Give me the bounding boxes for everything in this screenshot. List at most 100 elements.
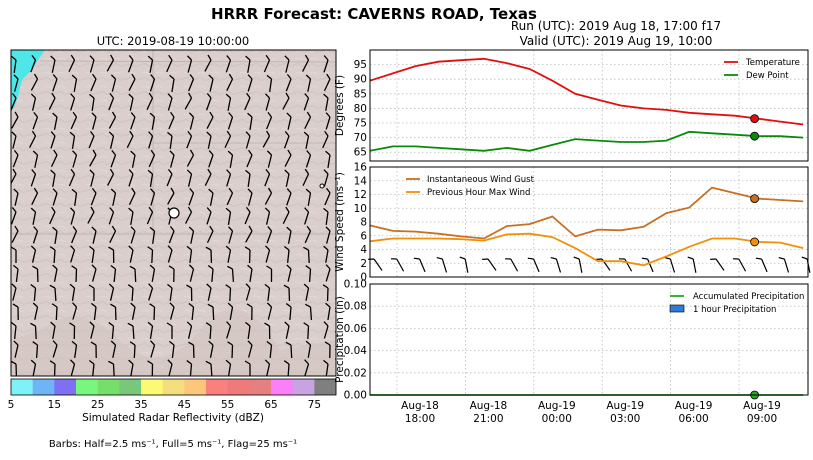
wind-barb [149, 226, 156, 244]
wind-barb [110, 188, 117, 206]
wind-barb [188, 226, 195, 244]
legend-entry: Instantaneous Wind Gust [427, 175, 535, 185]
wind-barbs [11, 54, 331, 376]
wind-barb [266, 150, 273, 168]
wind-barb [128, 245, 134, 263]
wind-barb [32, 112, 39, 130]
wind-barb [283, 360, 290, 376]
x-tick-time: 03:00 [610, 413, 640, 425]
wind-barb [264, 187, 273, 205]
wind-barb [245, 321, 251, 339]
wind-barb [52, 74, 58, 92]
wind-barb [305, 303, 313, 321]
wind-barb [504, 258, 519, 272]
wind-barb [147, 55, 154, 73]
wind-barb [50, 321, 56, 339]
wind-barb [305, 188, 312, 206]
wind-barb [110, 74, 117, 92]
wind-barb [184, 92, 193, 110]
wind-barb [244, 246, 251, 264]
wind-barb [11, 283, 17, 301]
y-tick-label: 14 [354, 175, 368, 187]
wind-barb [11, 246, 17, 263]
wind-barb [127, 55, 134, 73]
y-tick-label: 75 [354, 118, 367, 130]
wind-barb [303, 283, 310, 301]
wind-barb [286, 264, 292, 282]
wind-barb [266, 74, 273, 92]
wind-barb [166, 322, 173, 339]
series-line-2 [369, 232, 804, 267]
y-tick-label: 90 [354, 74, 367, 86]
wind-barb [304, 225, 312, 244]
wind-barb [130, 150, 136, 168]
wind-barb [50, 149, 58, 168]
legend-entry: Previous Hour Max Wind [427, 188, 530, 198]
legend-entry: Accumulated Precipitation [693, 292, 804, 302]
wind-barb [149, 264, 156, 282]
wind-barb [323, 359, 329, 376]
wind-barb [30, 207, 37, 225]
plot-frame [369, 49, 809, 162]
wind-barb [12, 150, 19, 168]
wind-barb [149, 74, 156, 92]
wind-barb [71, 188, 78, 206]
wind-barb [284, 55, 290, 73]
wind-barb [225, 207, 232, 225]
wind-barb [262, 130, 271, 148]
wind-barb [188, 341, 195, 359]
wind-barb [206, 207, 212, 225]
wind-barb [127, 284, 134, 302]
wind-barb [245, 169, 251, 187]
wind-barb [245, 131, 251, 149]
wind-barb [225, 245, 232, 263]
wind-barb [304, 207, 310, 225]
wind-barb [149, 112, 156, 130]
wind-barb [11, 111, 19, 129]
wind-barb [263, 54, 271, 73]
wind-barb [13, 188, 19, 206]
colorbar-swatch [271, 379, 293, 395]
colorbar-swatch [292, 379, 315, 395]
wind-barb [264, 93, 271, 111]
wind-barb [13, 340, 19, 358]
wind-barb [228, 226, 234, 244]
wind-barb [226, 187, 234, 206]
wind-barb [285, 303, 292, 321]
wind-barb [323, 169, 329, 187]
colorbar-swatch [119, 379, 142, 395]
wind-barb [323, 321, 329, 339]
wind-barb [186, 321, 193, 339]
legend-swatch [669, 304, 685, 313]
county-line [39, 60, 336, 63]
wind-barb [266, 340, 273, 358]
wind-barb [286, 188, 292, 206]
colorbar-tick-label: 55 [221, 399, 234, 411]
wind-barb [69, 207, 76, 225]
wind-barb [110, 340, 117, 358]
wind-barb [303, 322, 310, 340]
wind-barb [89, 55, 95, 73]
wind-barb [30, 322, 37, 340]
colorbar-tick-label: 5 [8, 399, 15, 411]
wind-barb [264, 359, 271, 376]
wind-barb [305, 74, 312, 92]
x-tick-time: 09:00 [747, 413, 777, 425]
wind-barb [266, 265, 273, 282]
wind-barb [527, 257, 540, 273]
wind-barb [266, 226, 273, 244]
wind-barb [108, 246, 115, 264]
wind-barb [286, 112, 292, 130]
wind-barb [148, 131, 154, 149]
wind-barb [305, 340, 312, 358]
y-tick-label: 2 [360, 258, 367, 270]
wind-barb [150, 188, 156, 206]
wind-barb [69, 131, 76, 149]
wind-barb [224, 130, 232, 149]
wind-barb [226, 73, 234, 91]
wind-barb [167, 93, 173, 111]
wind-barb [266, 302, 273, 320]
wind-barb [128, 169, 134, 187]
wind-barb [50, 55, 56, 73]
